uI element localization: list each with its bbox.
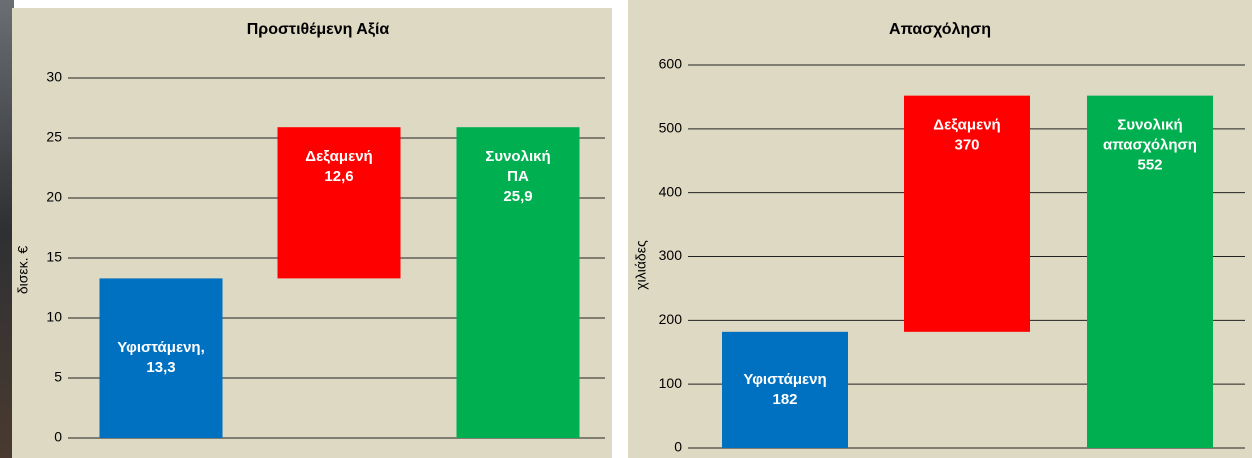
y-tick-label: 300 — [659, 247, 683, 263]
bar — [456, 127, 580, 438]
bar-category: Υφιστάμενη, — [117, 339, 205, 356]
y-tick-label: 15 — [46, 249, 62, 265]
photo-strip — [0, 0, 14, 458]
y-tick-label: 0 — [674, 439, 682, 455]
bar — [1087, 95, 1213, 448]
bar-category: ΠΑ — [507, 168, 529, 185]
y-tick-label: 200 — [659, 311, 683, 327]
y-axis-label: χιλιάδες — [633, 240, 649, 290]
value-label: 13,3 — [146, 359, 175, 376]
value-label: 25,9 — [503, 188, 532, 205]
y-axis-label: δισεκ. € — [15, 246, 31, 295]
value-label: 182 — [772, 391, 797, 408]
y-tick-label: 500 — [659, 120, 683, 136]
chart-title: Απασχόληση — [889, 21, 991, 38]
bar-category: Συνολική — [485, 148, 550, 165]
value-label: 12,6 — [324, 168, 353, 185]
bar-category: Υφιστάμενη — [743, 371, 826, 388]
value-label: 370 — [954, 137, 979, 154]
value-label: 552 — [1137, 157, 1162, 174]
y-tick-label: 600 — [659, 56, 683, 72]
chart-title: Προστιθέμενη Αξία — [247, 21, 390, 38]
bar — [722, 331, 848, 448]
bar — [277, 127, 401, 279]
bar-category: Δεξαμενή — [933, 117, 1000, 134]
bar — [904, 95, 1030, 332]
y-tick-label: 20 — [46, 189, 62, 205]
y-tick-label: 100 — [659, 375, 683, 391]
y-tick-label: 0 — [54, 429, 62, 445]
bar-category: Δεξαμενή — [305, 148, 372, 165]
y-tick-label: 30 — [46, 69, 62, 85]
bar — [99, 278, 223, 438]
y-tick-label: 400 — [659, 183, 683, 199]
y-tick-label: 5 — [54, 369, 62, 385]
y-tick-label: 10 — [46, 309, 62, 325]
y-tick-label: 25 — [46, 129, 62, 145]
bar-category: Συνολική — [1117, 117, 1182, 134]
bar-category: απασχόληση — [1103, 137, 1197, 154]
